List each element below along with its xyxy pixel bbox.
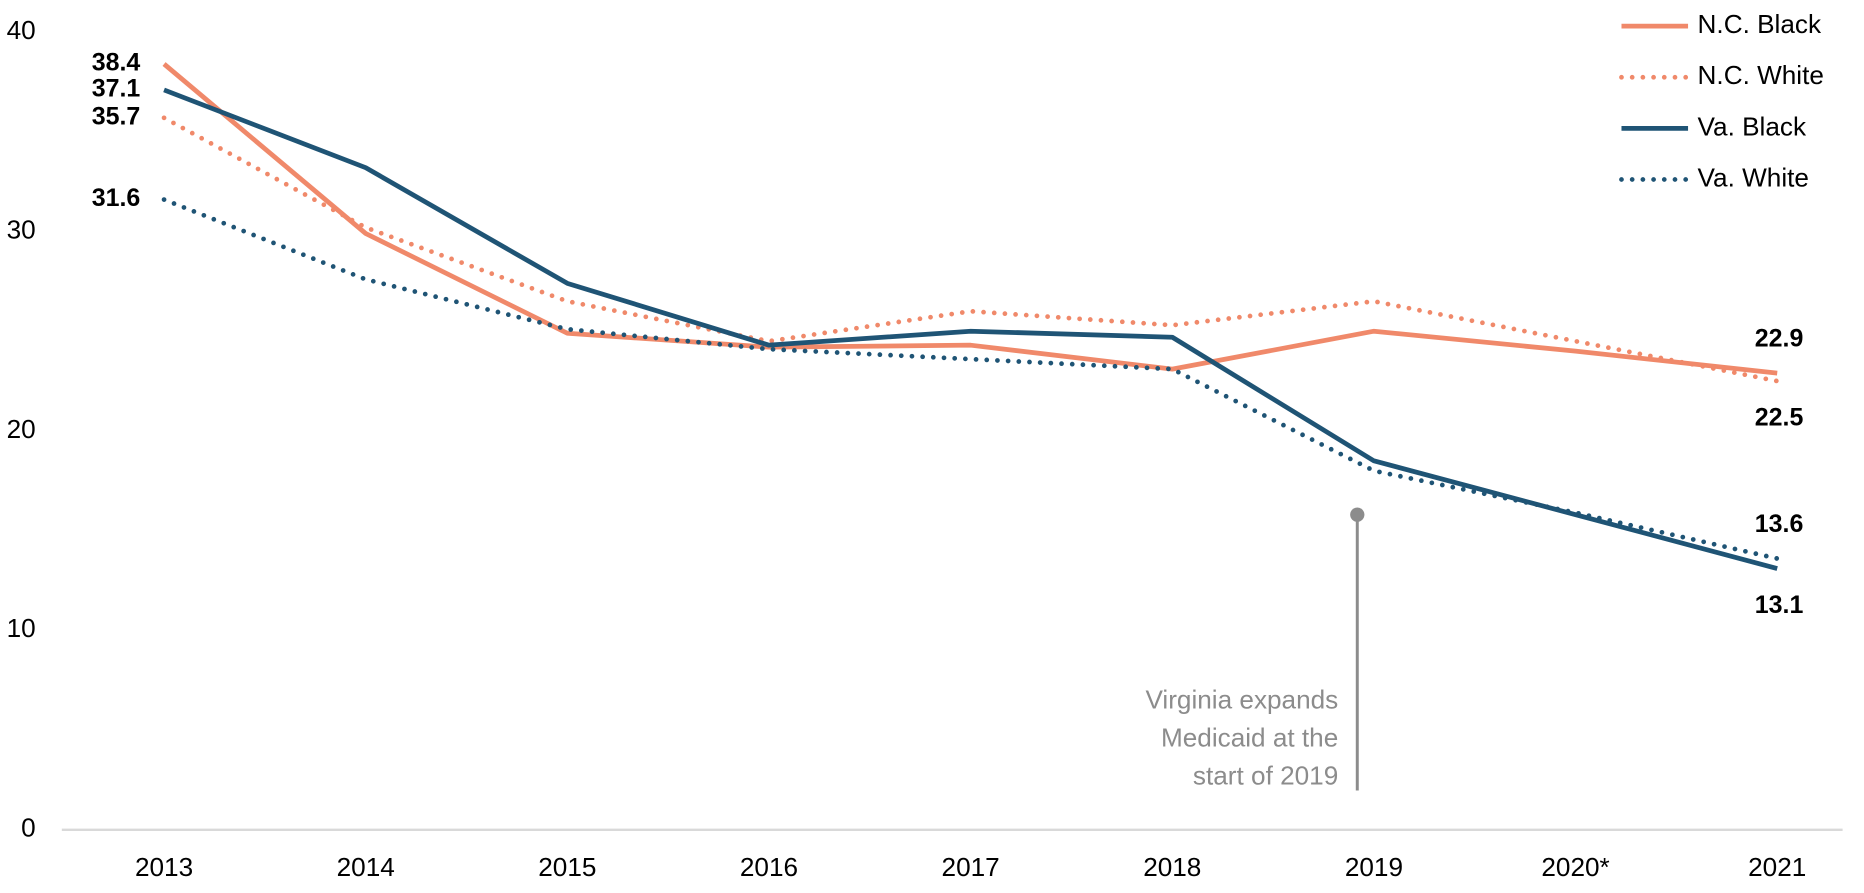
annotation-dot [1350,507,1365,522]
x-tick-label: 2013 [135,852,193,882]
value-label: 13.1 [1755,591,1804,619]
x-tick-label: 2016 [740,852,798,882]
value-label: 35.7 [92,102,141,130]
series-line [163,87,1778,571]
annotation-text: Medicaid at the [1161,722,1338,752]
y-tick-label: 40 [7,15,36,45]
series-line [161,115,1780,384]
x-tick-label: 2019 [1345,852,1403,882]
legend-label: Va. Black [1698,111,1807,141]
y-tick-label: 0 [21,813,36,843]
value-label: 37.1 [92,75,141,103]
legend-label: Va. White [1698,162,1809,192]
legend-label: N.C. Black [1698,9,1822,39]
x-tick-label: 2021 [1748,852,1806,882]
x-tick-label: 2020* [1541,852,1609,882]
value-label: 13.6 [1755,510,1804,538]
annotation-text: start of 2019 [1193,760,1338,790]
x-tick-label: 2018 [1143,852,1201,882]
legend-label: N.C. White [1698,60,1824,90]
annotation-text: Virginia expands [1145,684,1338,714]
x-tick-label: 2015 [538,852,596,882]
value-label: 22.9 [1755,324,1804,352]
x-tick-label: 2017 [942,852,1000,882]
x-tick-label: 2014 [337,852,395,882]
value-label: 31.6 [92,184,141,212]
y-tick-label: 20 [7,414,36,444]
series-line [162,62,1778,376]
y-tick-label: 10 [7,613,36,643]
value-label: 38.4 [92,49,141,77]
y-tick-label: 30 [7,214,36,244]
value-label: 22.5 [1755,404,1804,432]
